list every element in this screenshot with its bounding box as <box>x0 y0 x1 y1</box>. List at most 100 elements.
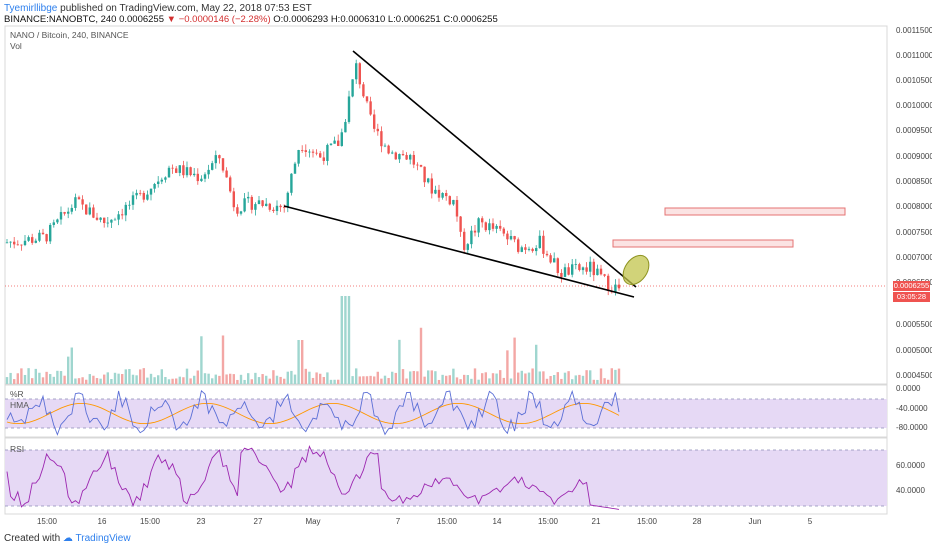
volume-bar <box>200 336 203 384</box>
volume-bar <box>502 377 505 384</box>
candle-body <box>524 247 527 250</box>
volume-bar <box>365 376 369 384</box>
wr-tick-label: -80.0000 <box>896 423 928 432</box>
candle-body <box>560 272 563 277</box>
volume-bar <box>113 372 117 384</box>
last-price-tag: 0.0006255 <box>893 281 930 291</box>
resistance-zone-lower[interactable] <box>612 239 794 248</box>
wr-tick-label: 0.0000 <box>896 384 921 393</box>
candle-body <box>77 197 81 200</box>
volume-bar <box>308 371 311 384</box>
volume-bar <box>304 368 307 384</box>
candle-body <box>185 167 189 176</box>
candle-body <box>297 149 300 164</box>
volume-bar <box>614 369 617 384</box>
candle-body <box>286 192 289 208</box>
candle-body <box>391 152 394 154</box>
candle-body <box>275 205 279 212</box>
breakout-ellipse[interactable] <box>618 251 654 290</box>
volume-bar <box>491 373 495 384</box>
candle-body <box>473 230 477 233</box>
candle-body <box>495 225 498 229</box>
volume-bar <box>610 368 613 384</box>
candle-body <box>106 222 109 224</box>
volume-bar <box>445 375 448 384</box>
time-tick-label: 16 <box>97 517 107 526</box>
volume-bar <box>362 376 365 384</box>
volume-bar <box>63 375 66 384</box>
volume-bar <box>477 379 480 384</box>
hma-line <box>6 402 620 425</box>
candle-body <box>556 258 559 273</box>
candle-body <box>171 167 174 169</box>
volume-bar <box>257 377 261 384</box>
volume-bar <box>589 370 592 384</box>
volume-bar <box>74 378 77 384</box>
volume-bar <box>563 372 567 384</box>
hma-legend[interactable]: HMA <box>10 400 29 410</box>
candle-body <box>193 173 196 176</box>
author-link[interactable]: Tyemirllibge <box>4 3 58 14</box>
candle-body <box>20 244 23 246</box>
candle-body <box>56 219 59 223</box>
candle-body <box>347 96 351 122</box>
time-tick-label: 21 <box>591 517 601 526</box>
candle-body <box>614 284 617 293</box>
candle-body <box>571 264 574 275</box>
volume-bar <box>189 378 192 384</box>
price-tick-label: 0.0009500 <box>896 126 932 135</box>
candle-body <box>247 196 250 199</box>
candle-body <box>67 211 70 214</box>
volume-bar <box>229 373 232 384</box>
candle-body <box>167 167 171 178</box>
volume-bar <box>178 376 181 384</box>
volume-bar <box>110 379 113 384</box>
volume-bar <box>333 379 336 384</box>
volume-bar <box>254 372 257 384</box>
volume-bar <box>232 374 235 384</box>
candle-body <box>549 255 552 263</box>
series-legend[interactable]: NANO / Bitcoin, 240, BINANCE <box>10 30 129 40</box>
volume-bar <box>160 369 163 384</box>
volume-bar <box>41 377 45 384</box>
candle-body <box>434 189 437 194</box>
candle-body <box>401 154 405 156</box>
volume-bar <box>243 379 246 384</box>
volume-bar <box>293 374 297 384</box>
candle-body <box>268 203 271 210</box>
candle-body <box>448 196 451 205</box>
main-panel[interactable] <box>4 25 888 385</box>
volume-bar <box>484 372 487 384</box>
candle-body <box>581 267 585 271</box>
tradingview-link[interactable]: TradingView <box>75 533 131 544</box>
candle-body <box>265 203 268 206</box>
candle-body <box>333 140 336 144</box>
volume-bar <box>499 370 502 384</box>
candle-body <box>117 214 120 220</box>
time-tick-label: 5 <box>807 517 813 526</box>
candle-body <box>175 168 178 173</box>
candle-body <box>31 237 34 243</box>
candle-body <box>153 184 156 189</box>
ohlc-values: O:0.0006293 H:0.0006310 L:0.0006251 C:0.… <box>273 14 498 25</box>
resistance-zone-upper[interactable] <box>664 207 846 216</box>
volume-bar <box>560 378 563 384</box>
volume-legend[interactable]: Vol <box>10 41 22 51</box>
volume-bar <box>369 375 372 384</box>
candle-body <box>142 192 145 200</box>
candle-body <box>437 189 441 198</box>
wedge-lower-trendline[interactable] <box>283 205 635 298</box>
wr-legend[interactable]: %R <box>10 389 24 399</box>
price-tick-label: 0.0004500 <box>896 371 932 380</box>
volume-bar <box>117 373 120 384</box>
rsi-legend[interactable]: RSI <box>10 444 25 454</box>
volume-bar <box>218 375 221 384</box>
volume-bar <box>326 372 329 384</box>
volume-bar <box>182 377 185 384</box>
candle-body <box>160 179 163 182</box>
wedge-upper-trendline[interactable] <box>352 50 637 288</box>
volume-bar <box>322 377 325 384</box>
volume-bar <box>527 372 531 384</box>
volume-bar <box>419 327 423 384</box>
